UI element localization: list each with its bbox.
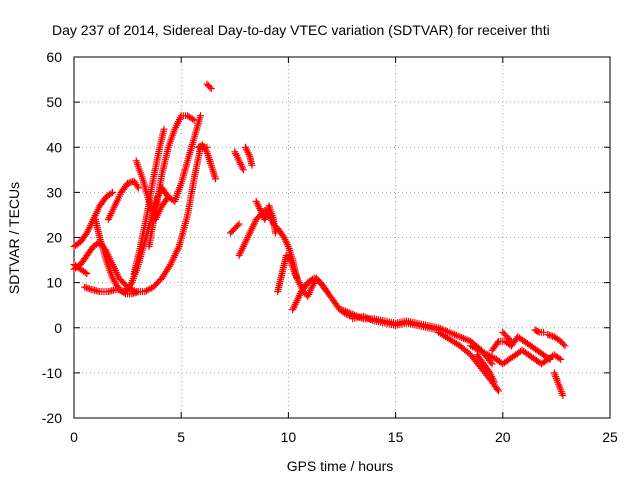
scatter-points <box>145 112 198 250</box>
scatter-points <box>104 177 142 223</box>
series-arc-11 <box>194 141 220 183</box>
y-tick-label: 20 <box>46 230 62 246</box>
y-tick-label: 40 <box>46 139 62 155</box>
y-tick-label: 0 <box>54 320 62 336</box>
series-arc-10 <box>130 125 168 278</box>
scatter-points <box>349 313 442 334</box>
series-arc-6 <box>81 283 129 296</box>
y-tick-label: 60 <box>46 49 62 65</box>
series-arc-29 <box>550 369 567 399</box>
x-tick-label: 25 <box>602 429 618 445</box>
x-axis-label: GPS time / hours <box>287 458 394 474</box>
data-points <box>70 80 569 399</box>
y-tick-label: -10 <box>42 365 62 381</box>
tick-marks <box>73 56 611 419</box>
x-tick-label: 20 <box>495 429 511 445</box>
gridlines <box>74 57 610 418</box>
scatter-points <box>252 197 280 237</box>
scatter-points <box>227 220 243 237</box>
series-arc-23 <box>467 342 565 368</box>
series-arc-21 <box>349 313 442 334</box>
y-tick-label: 30 <box>46 184 62 200</box>
series-arc-25 <box>488 333 554 363</box>
scatter-points <box>203 80 215 93</box>
x-tick-label: 10 <box>281 429 297 445</box>
x-tick-labels: 0 5 10 15 20 25 <box>70 429 618 445</box>
series-arc-17 <box>252 197 280 237</box>
series-arc-26 <box>499 328 515 345</box>
scatter-points <box>130 125 168 278</box>
series-arc-1 <box>70 188 117 250</box>
y-axis-label: SDTVAR / TECUs <box>6 182 22 294</box>
y-tick-labels: -20 -10 0 10 20 30 40 50 60 <box>42 49 62 426</box>
series-arc-14 <box>231 148 247 174</box>
series-arc-9 <box>145 112 198 250</box>
series-arc-12 <box>203 80 215 93</box>
scatter-points <box>531 326 548 336</box>
scatter-points <box>194 141 220 183</box>
scatter-points <box>70 188 117 250</box>
y-tick-label: 50 <box>46 94 62 110</box>
y-tick-label: -20 <box>42 410 62 426</box>
scatter-points <box>289 274 331 314</box>
x-tick-label: 5 <box>177 429 185 445</box>
x-tick-label: 0 <box>70 429 78 445</box>
series-arc-19 <box>289 274 331 314</box>
scatter-points <box>488 333 554 363</box>
y-tick-label: 10 <box>46 275 62 291</box>
series-arc-16 <box>242 143 256 169</box>
series-arc-28 <box>544 331 569 350</box>
scatter-points <box>550 369 567 399</box>
x-tick-label: 15 <box>388 429 404 445</box>
series-arc-13 <box>227 220 243 237</box>
scatter-points <box>473 351 498 386</box>
scatter-points <box>242 143 256 169</box>
chart-title: Day 237 of 2014, Sidereal Day-to-day VTE… <box>52 22 550 38</box>
series-arc-27 <box>531 326 548 336</box>
scatter-points <box>467 342 565 368</box>
scatter-points <box>544 331 569 350</box>
series-arc-24 <box>473 351 498 386</box>
series-arc-5 <box>104 177 142 223</box>
scatter-points <box>499 328 515 345</box>
scatter-points <box>81 283 129 296</box>
scatter-points <box>231 148 247 174</box>
